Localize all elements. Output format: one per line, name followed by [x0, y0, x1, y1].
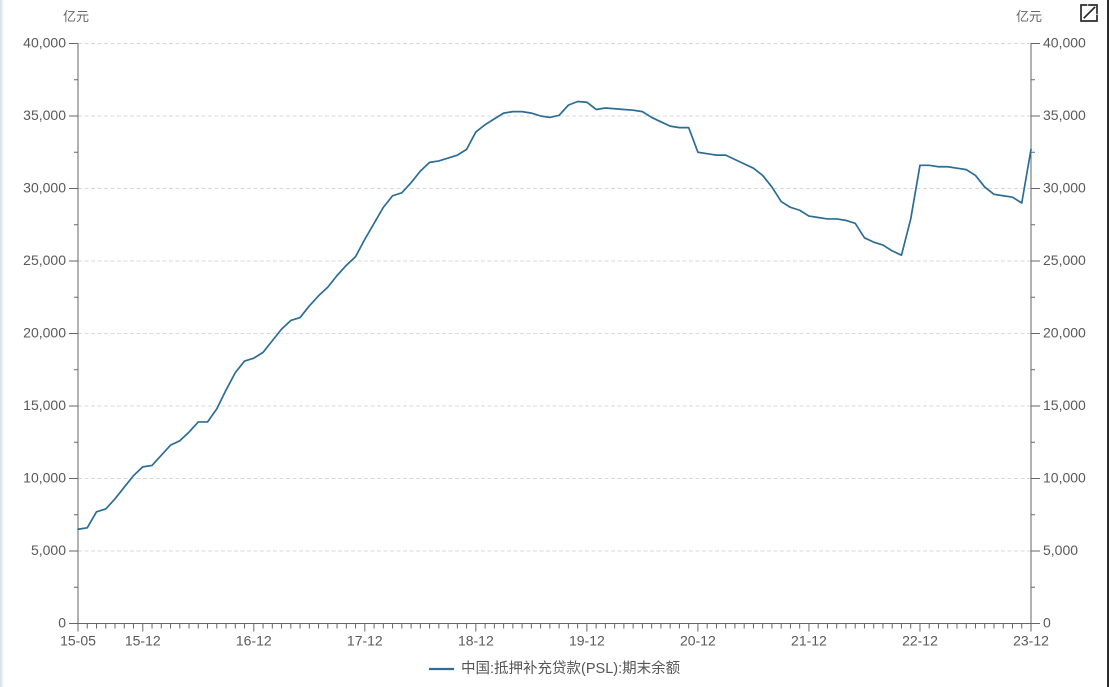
svg-text:21-12: 21-12	[791, 633, 827, 649]
svg-text:35,000: 35,000	[23, 107, 66, 123]
svg-text:35,000: 35,000	[1043, 107, 1086, 123]
svg-text:16-12: 16-12	[236, 633, 272, 649]
svg-text:中国:抵押补充贷款(PSL):期末余额: 中国:抵押补充贷款(PSL):期末余额	[461, 659, 681, 677]
svg-text:40,000: 40,000	[1043, 35, 1086, 51]
svg-text:5,000: 5,000	[1043, 542, 1078, 558]
svg-text:亿元: 亿元	[1016, 9, 1042, 24]
svg-text:0: 0	[58, 615, 66, 631]
svg-text:20,000: 20,000	[23, 325, 66, 341]
svg-text:25,000: 25,000	[23, 252, 66, 268]
svg-text:40,000: 40,000	[23, 35, 66, 51]
svg-text:15,000: 15,000	[23, 397, 66, 413]
svg-text:30,000: 30,000	[1043, 180, 1086, 196]
svg-text:20-12: 20-12	[680, 633, 716, 649]
svg-text:15-05: 15-05	[60, 633, 96, 649]
svg-text:15-12: 15-12	[125, 633, 161, 649]
svg-text:17-12: 17-12	[347, 633, 383, 649]
svg-text:亿元: 亿元	[63, 9, 89, 24]
svg-text:18-12: 18-12	[458, 633, 494, 649]
svg-text:0: 0	[1043, 615, 1051, 631]
svg-text:25,000: 25,000	[1043, 252, 1086, 268]
svg-text:20,000: 20,000	[1043, 325, 1086, 341]
svg-text:22-12: 22-12	[902, 633, 938, 649]
svg-text:10,000: 10,000	[23, 470, 66, 486]
svg-text:10,000: 10,000	[1043, 470, 1086, 486]
svg-text:5,000: 5,000	[31, 542, 66, 558]
svg-text:19-12: 19-12	[569, 633, 605, 649]
svg-text:30,000: 30,000	[23, 180, 66, 196]
svg-text:23-12: 23-12	[1013, 633, 1049, 649]
svg-text:15,000: 15,000	[1043, 397, 1086, 413]
